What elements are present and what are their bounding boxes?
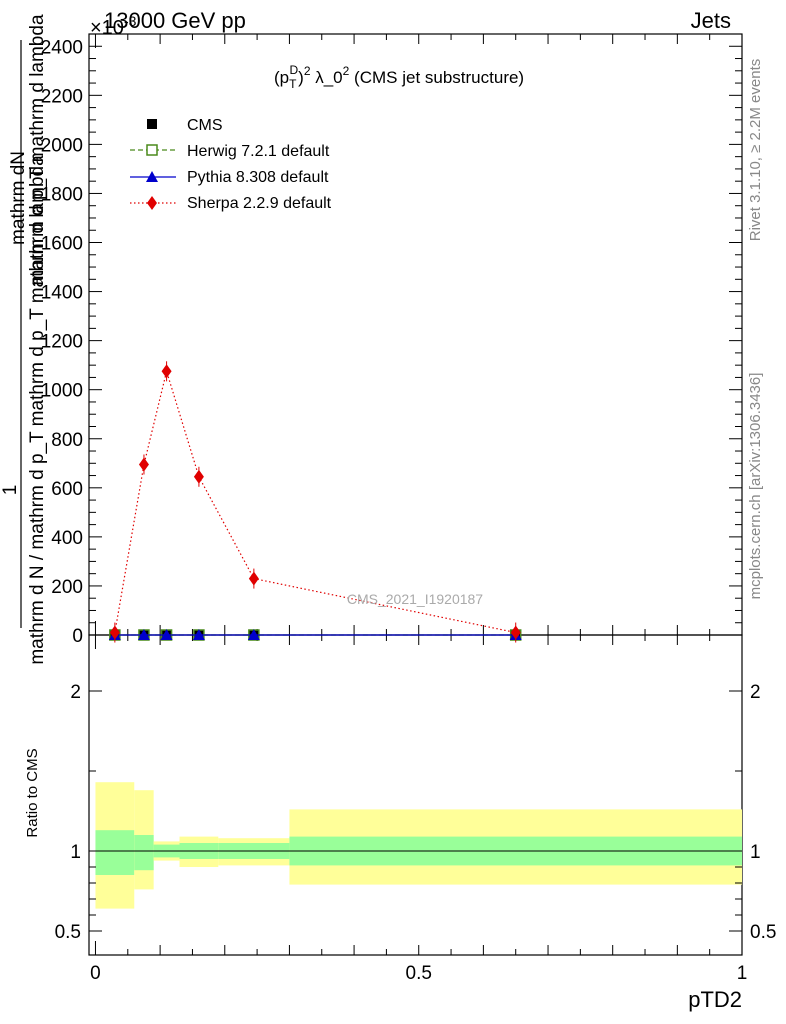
ylabel-numerator-extra: mathrm d p_T mathrm d lambda xyxy=(27,14,48,285)
title-exp2: 2 xyxy=(343,64,350,78)
ratio-axis-ticks: 0 0.5 10.5 0.51 12 2 xyxy=(55,635,776,984)
exponent-base: ×10 xyxy=(90,17,124,39)
main-ytick-label: 2200 xyxy=(41,86,83,107)
main-ytick-label: 1200 xyxy=(41,332,83,353)
title-sup: D xyxy=(289,63,298,77)
pythia-point xyxy=(137,629,150,640)
mcplots-credit-text: mcplots.cern.ch [arXiv:1306.3436] xyxy=(747,373,764,600)
ratio-ylabel: Ratio to CMS xyxy=(24,748,41,837)
ratio-ytick-label-right: 0.5 xyxy=(750,922,776,943)
ratio-xtick-label: 0 xyxy=(90,963,101,984)
title-mid: λ_0 xyxy=(311,68,343,87)
rivet-version-text: Rivet 3.1.10, ≥ 2.2M events xyxy=(747,59,764,242)
ratio-ytick-label: 1 xyxy=(70,842,81,863)
main-series xyxy=(108,361,522,643)
title-sub: T xyxy=(289,77,297,91)
sherpa-point xyxy=(248,571,259,586)
title-open: (p xyxy=(274,68,289,87)
main-ytick-label: 1400 xyxy=(41,283,83,304)
ratio-inner-band xyxy=(134,835,154,871)
ratio-inner-band xyxy=(95,830,135,875)
legend-cms-label: CMS xyxy=(187,117,223,134)
pythia-point xyxy=(247,629,260,640)
ratio-xtick-label: 1 xyxy=(737,963,748,984)
sherpa-point xyxy=(161,364,172,379)
pythia-point xyxy=(192,629,205,640)
main-ytick-label: 0 xyxy=(72,626,83,647)
energy-label: 13000 GeV pp xyxy=(104,8,246,33)
legend-herwig-marker xyxy=(146,144,158,156)
title-tail: (CMS jet substructure) xyxy=(349,68,524,87)
ratio-bands xyxy=(95,782,742,909)
main-ylabel: mathrm dN mathrm d p_T mathrm d lambda 1… xyxy=(0,14,48,665)
sherpa-point xyxy=(510,625,521,640)
ylabel-numerator: mathrm dN xyxy=(8,151,29,245)
title-close: ) xyxy=(298,68,304,87)
main-axis-ticks: 0 200 400 600 800 1000 1200 1400 1600 1800 2000 220… xyxy=(41,34,743,647)
legend-pythia-marker xyxy=(146,171,158,182)
ratio-ytick-label: 0.5 xyxy=(55,922,81,943)
sherpa-series-line xyxy=(114,369,516,634)
main-ytick-label: 1600 xyxy=(41,234,83,255)
ratio-ytick-label-right: 1 xyxy=(750,842,761,863)
main-ytick-label: 1800 xyxy=(41,184,83,205)
xaxis-label: pTD2 xyxy=(688,987,742,1012)
legend: CMS Herwig 7.2.1 default Pythia 8.308 de… xyxy=(130,117,332,212)
main-ytick-label: 1000 xyxy=(41,381,83,402)
legend-herwig-label: Herwig 7.2.1 default xyxy=(187,143,330,160)
main-ytick-label: 400 xyxy=(51,528,83,549)
sherpa-point xyxy=(193,469,204,484)
legend-cms-marker xyxy=(147,119,157,129)
exponent-power: -3 xyxy=(124,13,137,29)
analysis-watermark: CMS_2021_I1920187 xyxy=(347,591,483,607)
ratio-plot-frame xyxy=(88,634,743,956)
ratio-xtick-label: 0.5 xyxy=(406,963,432,984)
ylabel-one: 1 xyxy=(0,485,21,496)
ylabel-denominator: mathrm d N / mathrm d p_T mathrm d p_T m… xyxy=(27,155,48,665)
legend-sherpa-label: Sherpa 2.2.9 default xyxy=(187,195,332,212)
exponent-label: ×10-3 xyxy=(90,13,137,39)
main-ytick-label: 2000 xyxy=(41,135,83,156)
main-ytick-label: 2400 xyxy=(41,37,83,58)
plot-title: (pTD)2 λ_02 (CMS jet substructure) xyxy=(274,63,524,91)
main-ytick-label: 800 xyxy=(51,430,83,451)
sherpa-point xyxy=(109,625,120,640)
category-label: Jets xyxy=(691,8,731,33)
ratio-ytick-label: 2 xyxy=(70,682,81,703)
sherpa-point xyxy=(138,457,149,472)
legend-pythia-label: Pythia 8.308 default xyxy=(187,169,329,186)
ratio-ytick-label-right: 2 xyxy=(750,682,761,703)
main-ytick-label: 200 xyxy=(51,577,83,598)
legend-sherpa-marker xyxy=(147,196,157,210)
pythia-point xyxy=(160,629,173,640)
main-ytick-label: 600 xyxy=(51,479,83,500)
title-exp: 2 xyxy=(304,64,311,78)
